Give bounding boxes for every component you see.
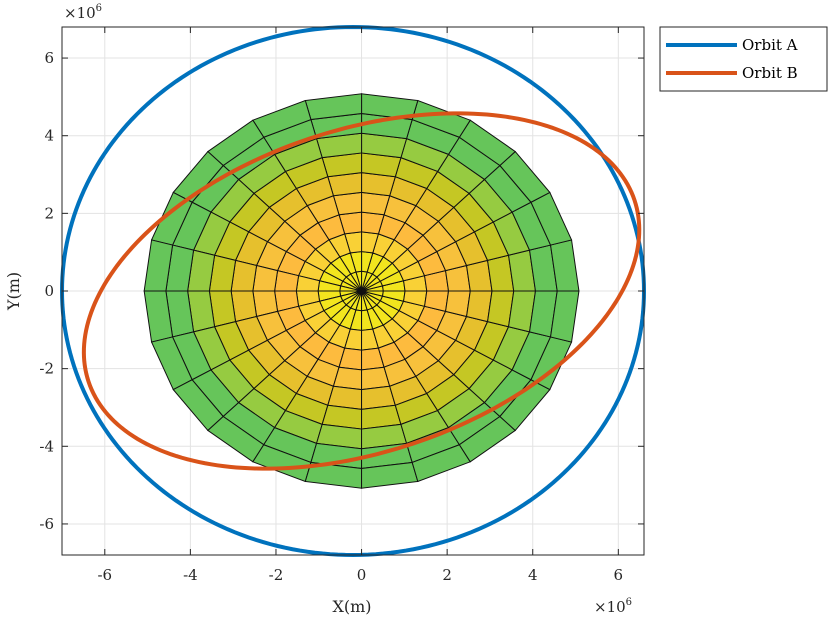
x-tick-label: 4 [528, 566, 538, 584]
y-multiplier-base: ×10 [64, 4, 96, 22]
orbit-orbit-b-line [81, 111, 642, 471]
x-multiplier-exponent: 6 [626, 597, 632, 608]
x-multiplier-base: ×10 [594, 598, 626, 616]
legend: Orbit A Orbit B [659, 26, 828, 92]
y-tick-label: 0 [44, 282, 54, 300]
x-tick-label: -6 [97, 566, 112, 584]
x-tick-label: -4 [183, 566, 198, 584]
y-tick-label: 4 [44, 127, 54, 145]
x-tick-label: -2 [269, 566, 284, 584]
y-tick-label: -4 [39, 437, 54, 455]
y-tick-label: 6 [44, 49, 54, 67]
y-multiplier-exponent: 6 [96, 3, 102, 14]
y-multiplier-label: ×106 [64, 3, 102, 22]
x-multiplier-label: ×106 [594, 597, 632, 616]
axis-ticks: -6 -4 -2 0 2 4 6 -6 -4 -2 0 2 4 6 [39, 27, 644, 584]
x-axis-title: X(m) [332, 597, 371, 616]
x-tick-label: 0 [357, 566, 367, 584]
surface-cell [332, 366, 363, 391]
legend-label-orbit-b: Orbit B [742, 64, 798, 82]
legend-box [659, 26, 828, 92]
earth-surface-mesh [143, 93, 580, 489]
x-tick-label: 6 [614, 566, 624, 584]
legend-label-orbit-a: Orbit A [742, 36, 798, 54]
surface-cell [252, 264, 279, 292]
y-axis-title: Y(m) [4, 272, 23, 311]
surface-cell [549, 290, 580, 343]
y-tick-label: -6 [39, 515, 54, 533]
y-tick-label: -2 [39, 360, 54, 378]
y-tick-label: 2 [44, 204, 54, 222]
surface-cell [444, 290, 471, 318]
surface-cell [361, 191, 391, 216]
x-tick-label: 2 [442, 566, 452, 584]
